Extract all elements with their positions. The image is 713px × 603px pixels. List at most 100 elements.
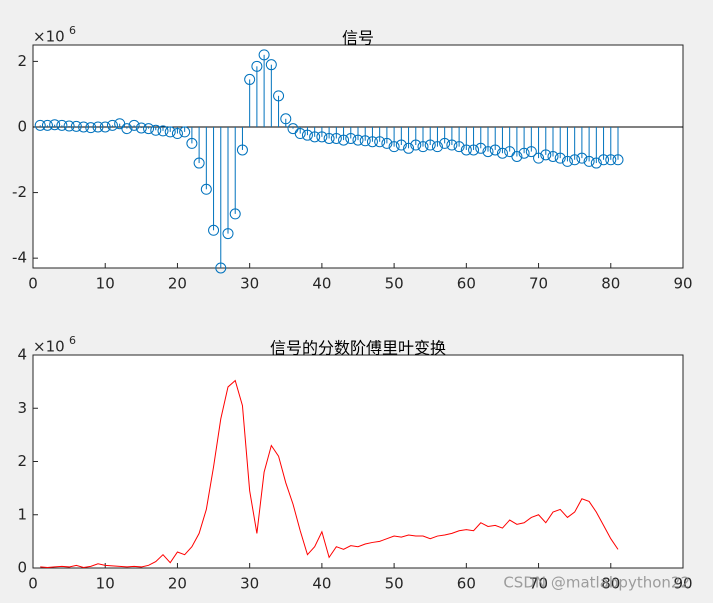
stem-marker xyxy=(301,129,313,141)
stem-marker xyxy=(352,134,364,146)
x-tick-label: 20 xyxy=(168,575,187,593)
stem-marker xyxy=(85,122,97,134)
stem-marker xyxy=(258,49,270,61)
y-multiplier: ×10 xyxy=(33,28,65,46)
data-line xyxy=(40,379,619,568)
y-exponent: 6 xyxy=(69,334,76,347)
stem-marker xyxy=(374,136,386,148)
stem-marker xyxy=(49,119,61,131)
stem-marker xyxy=(150,124,162,136)
stem-marker xyxy=(453,141,465,153)
y-tick-label: -4 xyxy=(12,249,27,267)
stem-marker xyxy=(135,122,147,134)
y-multiplier: ×10 xyxy=(33,338,65,356)
stem-marker xyxy=(34,119,46,131)
stem-marker xyxy=(193,157,205,169)
stem-marker xyxy=(157,125,169,137)
stem-marker xyxy=(403,142,415,154)
stem-marker xyxy=(78,121,90,133)
stem-marker xyxy=(547,151,559,162)
stem-marker xyxy=(598,154,610,166)
stem-marker xyxy=(525,146,537,158)
stem-marker xyxy=(171,128,183,140)
stem-marker xyxy=(554,152,566,164)
x-tick-label: 90 xyxy=(673,575,692,593)
stem-marker xyxy=(99,121,111,133)
stem-marker xyxy=(200,183,212,195)
stem-marker xyxy=(70,120,82,132)
chart-title: 信号 xyxy=(342,29,374,48)
stem-marker xyxy=(366,136,378,148)
stem-marker xyxy=(576,152,588,164)
x-tick-label: 80 xyxy=(601,275,620,293)
chart-title: 信号的分数阶傅里叶变换 xyxy=(270,339,446,358)
stem-marker xyxy=(446,139,458,151)
stem-marker xyxy=(208,224,220,236)
y-tick-label: 2 xyxy=(17,52,27,70)
stem-marker xyxy=(605,154,617,166)
stem-marker xyxy=(381,137,393,149)
y-tick-label: 0 xyxy=(17,559,27,577)
x-tick-label: 90 xyxy=(673,275,692,293)
x-tick-label: 30 xyxy=(240,575,259,593)
stem-marker xyxy=(410,139,422,151)
stem-marker xyxy=(63,120,75,132)
y-tick-label: 4 xyxy=(17,346,27,364)
stem-marker xyxy=(583,155,595,167)
stem-marker xyxy=(186,137,198,149)
stem-marker xyxy=(475,142,487,154)
stem-marker xyxy=(179,126,191,138)
stem-marker xyxy=(395,139,407,151)
stem-marker xyxy=(294,128,306,140)
x-tick-label: 30 xyxy=(240,275,259,293)
x-tick-label: 70 xyxy=(529,275,548,293)
stem-marker xyxy=(338,134,350,146)
stem-marker xyxy=(330,132,342,144)
x-tick-label: 10 xyxy=(96,275,115,293)
stem-marker xyxy=(468,144,480,156)
axes-background xyxy=(32,44,684,269)
stem-marker xyxy=(431,141,443,153)
stem-marker xyxy=(251,60,263,72)
stem-marker xyxy=(280,113,292,125)
stem-marker xyxy=(222,228,234,240)
stem-marker xyxy=(439,137,451,149)
y-tick-label: 0 xyxy=(17,117,27,135)
stem-marker xyxy=(56,119,68,131)
y-tick-label: 2 xyxy=(17,452,27,470)
y-tick-label: -2 xyxy=(12,183,27,201)
x-tick-label: 40 xyxy=(312,575,331,593)
y-tick-label: 1 xyxy=(17,505,27,523)
stem-marker xyxy=(590,157,602,169)
y-tick-label: 3 xyxy=(17,399,27,417)
y-exponent: 6 xyxy=(69,24,76,37)
stem-marker xyxy=(143,123,155,135)
x-tick-label: 10 xyxy=(96,575,115,593)
stem-marker xyxy=(244,73,256,85)
x-tick-label: 0 xyxy=(28,275,38,293)
stem-marker xyxy=(128,119,140,131)
stem-marker xyxy=(229,208,241,220)
stem-marker xyxy=(561,155,573,167)
stem-marker xyxy=(482,146,494,158)
stem-marker xyxy=(533,152,545,164)
stem-marker xyxy=(359,135,371,147)
stem-marker xyxy=(417,141,429,153)
x-tick-label: 60 xyxy=(457,275,476,293)
stem-marker xyxy=(236,144,248,156)
stem-marker xyxy=(41,119,53,131)
stem-marker xyxy=(106,119,118,131)
x-tick-label: 40 xyxy=(312,275,331,293)
stem-marker xyxy=(323,132,335,144)
stem-marker xyxy=(215,262,227,274)
stem-marker xyxy=(92,121,104,133)
stem-marker xyxy=(309,131,321,143)
x-tick-label: 80 xyxy=(601,575,620,593)
x-tick-label: 50 xyxy=(385,575,404,593)
axes-background xyxy=(32,354,684,569)
stem-marker xyxy=(540,149,552,161)
stem-marker xyxy=(612,154,624,166)
x-tick-label: 0 xyxy=(28,575,38,593)
x-tick-label: 60 xyxy=(457,575,476,593)
